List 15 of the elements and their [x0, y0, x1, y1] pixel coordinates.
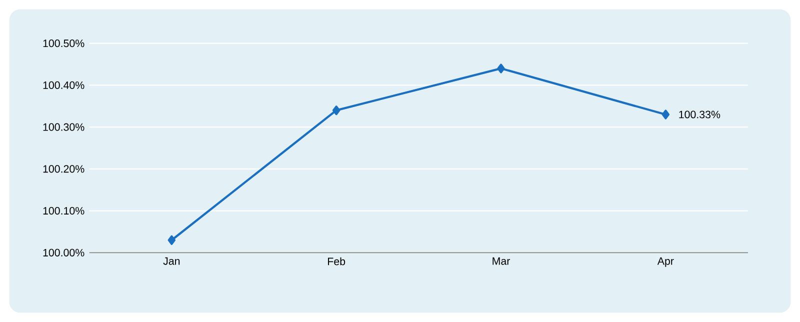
x-tick-label: Feb: [328, 257, 346, 266]
x-tick-label: Apr: [657, 257, 674, 267]
point: [332, 106, 340, 116]
y-tick-label: 100.40%: [43, 81, 84, 89]
y-tick-label: 100.00%: [43, 248, 84, 256]
x-tick-label: Jan: [163, 257, 180, 265]
x-tick-label: Mar: [492, 257, 510, 265]
y-tick-label: 100.30%: [43, 123, 84, 131]
data-label: 100.33%: [679, 110, 720, 118]
y-tick-label: 100.20%: [43, 165, 84, 173]
y-tick-label: 100.10%: [43, 207, 84, 215]
point: [497, 64, 505, 74]
point: [662, 110, 670, 120]
point: [168, 235, 176, 245]
y-tick-label: 100.50%: [43, 40, 84, 48]
